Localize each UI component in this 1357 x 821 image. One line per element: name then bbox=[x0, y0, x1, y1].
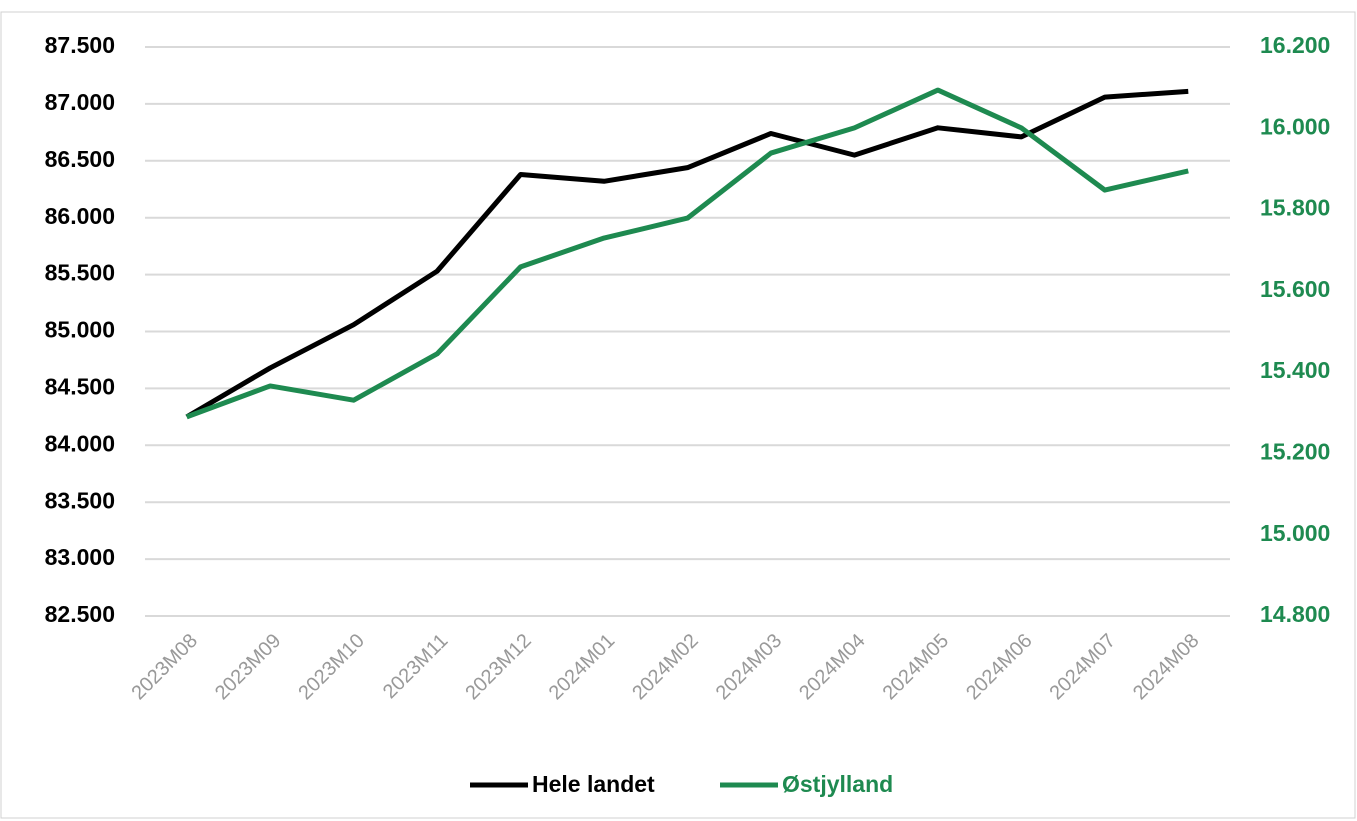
line-series bbox=[185, 87, 1189, 420]
y-tick-label: 87.500 bbox=[45, 32, 115, 58]
y-tick-label: 83.000 bbox=[45, 544, 115, 570]
y-tick-label: 83.500 bbox=[45, 487, 115, 513]
y2-tick-label: 14.800 bbox=[1260, 601, 1330, 627]
y-tick-label: 86.500 bbox=[45, 146, 115, 172]
y2-tick-label: 16.000 bbox=[1260, 113, 1330, 139]
y-tick-label: 85.500 bbox=[45, 260, 115, 286]
y-tick-label: 87.000 bbox=[45, 89, 115, 115]
y2-tick-label: 15.000 bbox=[1260, 520, 1330, 546]
y2-tick-label: 15.200 bbox=[1260, 439, 1330, 465]
y2-tick-label: 16.200 bbox=[1260, 32, 1330, 58]
chart-border bbox=[0, 11, 1356, 819]
y-tick-label: 84.500 bbox=[45, 373, 115, 399]
y2-tick-label: 15.600 bbox=[1260, 276, 1330, 302]
y-tick-label: 85.000 bbox=[45, 317, 115, 343]
legend-label: Hele landet bbox=[532, 771, 655, 797]
y-tick-label: 82.500 bbox=[45, 601, 115, 627]
y-tick-label: 86.000 bbox=[45, 203, 115, 229]
y2-tick-label: 15.400 bbox=[1260, 357, 1330, 383]
y-tick-label: 84.000 bbox=[45, 430, 115, 456]
legend-label: Østjylland bbox=[782, 771, 893, 797]
y2-tick-label: 15.800 bbox=[1260, 195, 1330, 221]
line-series bbox=[185, 88, 1189, 420]
